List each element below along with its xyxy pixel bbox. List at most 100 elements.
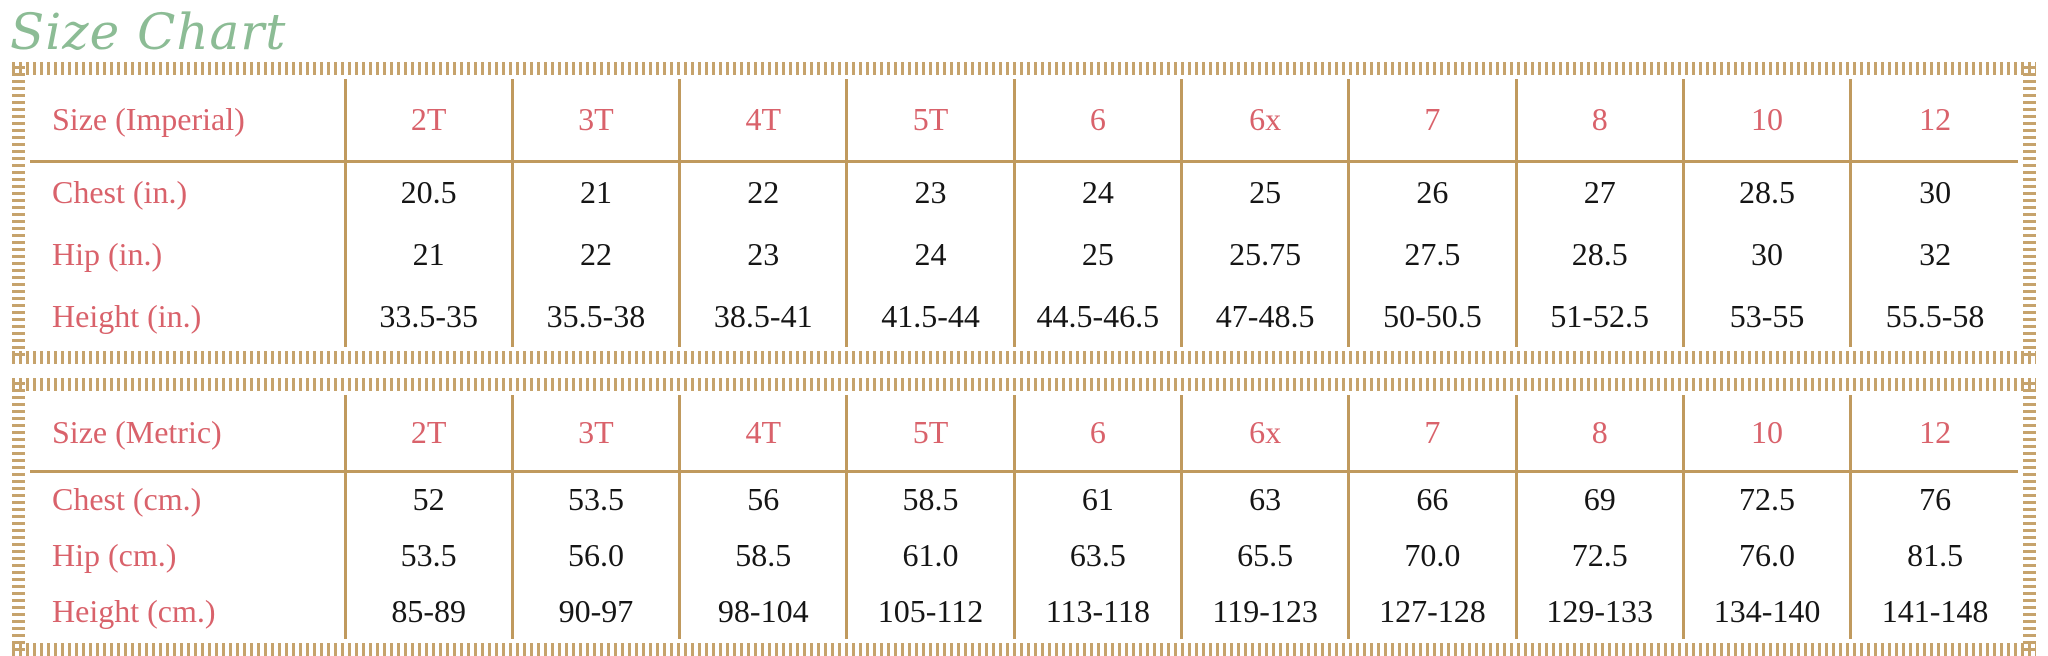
value-cell: 63 [1179,471,1349,527]
value-cell: 81.5 [1849,527,2018,583]
value-cell: 129-133 [1514,583,1684,639]
value-cell: 28.5 [1681,161,1851,223]
value-cell: 56.0 [510,527,680,583]
table-row: Height (in.) 33.5-35 35.5-38 38.5-41 41.5-44… [30,285,2018,347]
value-cell: 76 [1849,471,2018,527]
table-row: Hip (cm.) 53.5 56.0 58.5 61.0 63.5 65.5 70.0 72.… [30,527,2018,583]
value-cell: 25 [1012,223,1182,285]
header-row: Size (Metric) 2T 3T 4T 5T 6 6x 7 8 10 12 [30,395,2018,473]
row-label: Height (in.) [52,297,202,334]
value-cell: 53.5 [510,471,680,527]
value-cell: 51-52.5 [1514,285,1684,347]
stitched-border-bottom [12,643,2036,656]
table-row: Height (cm.) 85-89 90-97 98-104 105-112 113-1… [30,583,2018,639]
stitched-border-top [12,378,2036,391]
size-header-cell: 6x [1179,79,1349,163]
row-label: Chest (cm.) [52,481,202,518]
value-cell: 119-123 [1179,583,1349,639]
value-cell: 38.5-41 [678,285,847,347]
value-cell: 20.5 [343,161,513,223]
value-cell: 23 [678,223,847,285]
value-cell: 24 [1012,161,1182,223]
size-header-cell: 10 [1681,79,1851,163]
value-cell: 25 [1179,161,1349,223]
table-title-cell: Size (Metric) [30,395,345,473]
value-cell: 105-112 [845,583,1015,639]
size-header-cell: 4T [678,395,847,473]
value-cell: 25.75 [1179,223,1349,285]
size-header-cell: 6 [1012,395,1182,473]
value-cell: 72.5 [1681,471,1851,527]
value-cell: 113-118 [1012,583,1182,639]
imperial-size-table: Size (Imperial) 2T 3T 4T 5T 6 6x 7 8 10 12 Chest (i… [30,79,2018,347]
value-cell: 33.5-35 [343,285,513,347]
stitched-border-right [2023,66,2036,360]
value-cell: 55.5-58 [1849,285,2018,347]
size-header-cell: 12 [1849,79,2018,163]
value-cell: 21 [343,223,513,285]
value-cell: 141-148 [1849,583,2018,639]
value-cell: 30 [1681,223,1851,285]
value-cell: 32 [1849,223,2018,285]
stitched-border-left [12,382,25,652]
value-cell: 21 [510,161,680,223]
value-cell: 56 [678,471,847,527]
table-row: Chest (cm.) 52 53.5 56 58.5 61 63 66 69 72.5 76 [30,471,2018,527]
size-header-cell: 12 [1849,395,2018,473]
size-header-cell: 5T [845,395,1015,473]
row-label: Height (cm.) [52,592,216,629]
value-cell: 72.5 [1514,527,1684,583]
size-tables-container: Size (Imperial) 2T 3T 4T 5T 6 6x 7 8 10 12 Chest (i… [0,62,2048,656]
value-cell: 41.5-44 [845,285,1015,347]
stitched-border-bottom [12,351,2036,364]
value-cell: 27.5 [1347,223,1517,285]
value-cell: 52 [343,471,513,527]
size-header-cell: 4T [678,79,847,163]
size-header-cell: 8 [1514,79,1684,163]
header-row: Size (Imperial) 2T 3T 4T 5T 6 6x 7 8 10 12 [30,79,2018,163]
size-header-cell: 10 [1681,395,1851,473]
value-cell: 35.5-38 [510,285,680,347]
row-label: Chest (in.) [52,174,188,211]
size-header-cell: 6 [1012,79,1182,163]
metric-size-table: Size (Metric) 2T 3T 4T 5T 6 6x 7 8 10 12 Chest (cm.… [30,395,2018,639]
size-header-cell: 3T [510,395,680,473]
table-row: Chest (in.) 20.5 21 22 23 24 25 26 27 28.5 30 [30,161,2018,223]
size-table-metric: Size (Metric) 2T 3T 4T 5T 6 6x 7 8 10 12 Chest (cm.… [8,378,2040,656]
size-header-cell: 6x [1179,395,1349,473]
value-cell: 22 [678,161,847,223]
value-cell: 70.0 [1347,527,1517,583]
value-cell: 22 [510,223,680,285]
value-cell: 53-55 [1681,285,1851,347]
value-cell: 27 [1514,161,1684,223]
value-cell: 26 [1347,161,1517,223]
size-table-imperial: Size (Imperial) 2T 3T 4T 5T 6 6x 7 8 10 12 Chest (i… [8,62,2040,364]
value-cell: 53.5 [343,527,513,583]
size-header-cell: 7 [1347,79,1517,163]
size-header-cell: 2T [343,79,513,163]
page-title: Size Chart [10,3,287,61]
value-cell: 61.0 [845,527,1015,583]
value-cell: 134-140 [1681,583,1851,639]
value-cell: 24 [845,223,1015,285]
size-header-cell: 7 [1347,395,1517,473]
size-header-cell: 2T [343,395,513,473]
value-cell: 44.5-46.5 [1012,285,1182,347]
value-cell: 28.5 [1514,223,1684,285]
table-row: Hip (in.) 21 22 23 24 25 25.75 27.5 28.5 30 32 [30,223,2018,285]
value-cell: 58.5 [678,527,847,583]
table-title-cell: Size (Imperial) [30,79,345,163]
value-cell: 23 [845,161,1015,223]
value-cell: 47-48.5 [1179,285,1349,347]
value-cell: 66 [1347,471,1517,527]
stitched-border-left [12,66,25,360]
value-cell: 127-128 [1347,583,1517,639]
size-header-cell: 8 [1514,395,1684,473]
value-cell: 76.0 [1681,527,1851,583]
value-cell: 69 [1514,471,1684,527]
value-cell: 90-97 [510,583,680,639]
value-cell: 61 [1012,471,1182,527]
value-cell: 50-50.5 [1347,285,1517,347]
value-cell: 63.5 [1012,527,1182,583]
value-cell: 30 [1849,161,2018,223]
